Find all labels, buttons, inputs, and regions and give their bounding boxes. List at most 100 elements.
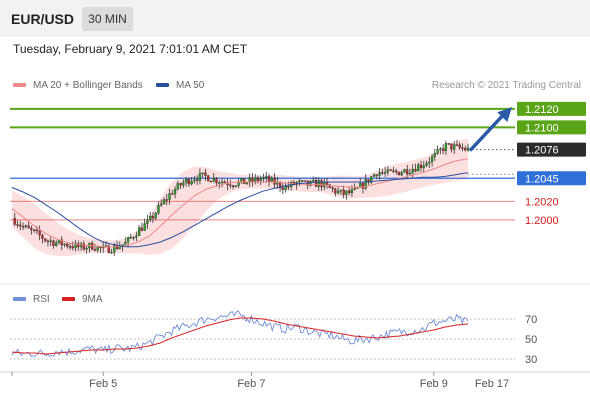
candle-body: [234, 185, 238, 187]
candle-body: [270, 177, 273, 182]
ma50-legend-label: MA 50: [176, 80, 205, 91]
candle-body: [428, 161, 431, 164]
moving-average-layer: [11, 158, 469, 248]
rsi-tick-70: 70: [525, 314, 537, 326]
candle-body: [157, 205, 160, 214]
candle-body: [353, 188, 356, 190]
candle-body: [430, 156, 434, 163]
legend-ma20-bollinger: MA 20 + Bollinger Bands: [13, 80, 143, 91]
candle-body: [378, 172, 381, 176]
candle-body: [447, 143, 450, 145]
candle-body: [259, 178, 262, 181]
candle-body: [361, 183, 365, 189]
level-labels-layer: 1.2120 1.2100 1.2045 1.2020 1.2000 1.2076: [517, 101, 586, 227]
bollinger-band: [12, 138, 468, 256]
candle-body: [140, 227, 144, 231]
candle-body: [218, 182, 221, 184]
ma9-legend-label: 9MA: [82, 294, 103, 305]
candle-body: [35, 229, 39, 232]
candle-body: [320, 180, 323, 188]
candle-body: [400, 172, 403, 176]
level-label-1.2000: 1.2000: [525, 215, 559, 227]
candle-body: [267, 176, 271, 182]
candle-body: [331, 187, 334, 190]
candle-body: [242, 178, 246, 184]
candle-body: [209, 180, 213, 183]
candle-body: [298, 180, 301, 183]
candle-body: [408, 172, 412, 175]
x-tick-label-extra: Feb 17: [475, 378, 509, 390]
levels-layer: [10, 107, 515, 221]
candle-body: [367, 179, 370, 183]
bollinger-band-layer: [12, 138, 468, 256]
legend-ma50: MA 50: [156, 80, 204, 91]
candle-body: [38, 230, 41, 236]
source-credit: Research © 2021 Trading Central: [431, 80, 581, 91]
candle-body: [417, 164, 420, 172]
candle-body: [245, 182, 249, 184]
candle-body: [171, 193, 174, 195]
candle-body: [364, 179, 367, 189]
candle-body: [256, 177, 260, 181]
candles-layer: [13, 140, 470, 257]
x-tick-label: Feb 7: [237, 378, 265, 390]
candle-body: [49, 240, 52, 242]
candle-body: [207, 175, 210, 182]
candle-body: [176, 183, 179, 190]
candle-body: [151, 215, 155, 219]
current-price-label: 1.2076: [525, 145, 559, 157]
candle-body: [464, 148, 467, 151]
candle-body: [303, 180, 307, 182]
candle-body: [231, 185, 235, 187]
candle-body: [165, 199, 168, 201]
candle-body: [154, 212, 157, 219]
candle-body: [52, 240, 55, 246]
current-price-label-box: [517, 142, 586, 157]
candle-body: [173, 189, 177, 195]
candle-body: [383, 172, 387, 174]
candle-body: [82, 243, 86, 250]
candle-body: [314, 180, 318, 187]
legend-rsi: RSI: [13, 294, 50, 305]
candle-body: [403, 169, 406, 173]
candle-body: [273, 177, 276, 185]
candle-body: [281, 187, 284, 190]
candle-body: [107, 245, 110, 253]
candle-body: [433, 153, 436, 157]
level-label-1.2045: 1.2045: [525, 173, 559, 185]
x-axis-layer: Feb 5 Feb 7 Feb 9 Feb 17: [11, 372, 509, 390]
candle-body: [19, 224, 22, 227]
candle-body: [397, 171, 401, 176]
candle-body: [126, 237, 130, 243]
candle-body: [466, 147, 470, 151]
rsi-layer: 70 50 30: [10, 310, 537, 366]
candle-body: [110, 252, 113, 254]
candle-body: [30, 227, 33, 230]
candle-body: [196, 179, 199, 181]
candle-body: [41, 235, 44, 239]
level-label-1.2120-box: [517, 101, 586, 116]
candle-body: [339, 189, 343, 192]
candle-body: [336, 190, 340, 194]
candle-body: [204, 172, 207, 176]
candle-body: [135, 235, 138, 238]
candle-body: [27, 225, 30, 229]
timeframe-button[interactable]: 30 MIN: [82, 7, 133, 31]
candle-body: [146, 219, 149, 224]
candle-body: [93, 249, 97, 251]
candle-body: [143, 223, 146, 231]
ma9-swatch: [62, 297, 75, 302]
candle-body: [190, 180, 193, 185]
candle-body: [251, 177, 254, 182]
candle-body: [411, 168, 414, 174]
candle-body: [46, 240, 50, 243]
candle-body: [312, 180, 315, 182]
legend-9ma: 9MA: [62, 294, 103, 305]
candle-body: [372, 174, 376, 177]
ma50-swatch: [156, 83, 169, 88]
candle-body: [381, 172, 384, 174]
candle-body: [229, 184, 232, 187]
candle-body: [455, 144, 459, 146]
candle-body: [301, 180, 304, 182]
candle-body: [193, 179, 196, 182]
